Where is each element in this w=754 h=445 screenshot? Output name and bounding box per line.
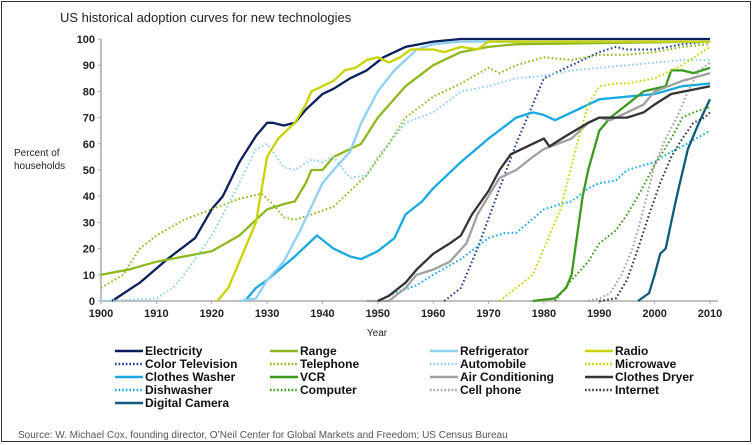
x-tick-label: 1940	[310, 308, 334, 320]
legend-label: Air Conditioning	[460, 370, 554, 384]
legend-item: Computer	[270, 383, 357, 397]
x-tick-label: 2000	[642, 308, 666, 320]
legend-item: Air Conditioning	[430, 370, 554, 384]
legend-label: Cell phone	[460, 383, 522, 397]
legend-label: Radio	[615, 344, 648, 358]
legend-item: Telephone	[270, 357, 359, 371]
legend-label: Internet	[615, 383, 659, 397]
series-line-dishwasher	[377, 129, 711, 302]
series-line-internet	[599, 111, 711, 302]
x-tick-label: 1980	[532, 308, 556, 320]
series-line-color-television	[443, 40, 711, 302]
legend-label: Dishwasher	[145, 383, 213, 397]
source-note: Source: W. Michael Cox, founding directo…	[18, 430, 508, 441]
series-line-radio	[216, 40, 710, 302]
legend-label: Refrigerator	[460, 344, 529, 358]
y-tick-label: 20	[83, 244, 95, 256]
legend-label: Electricity	[145, 344, 203, 358]
legend-item: Internet	[585, 383, 659, 397]
legend-item: Radio	[585, 344, 648, 358]
series-line-automobile	[100, 59, 710, 302]
chart-title: US historical adoption curves for new te…	[60, 10, 352, 25]
legend-item: Clothes Dryer	[585, 370, 694, 384]
series-line-air-conditioning	[366, 71, 711, 303]
series-line-clothes-washer	[244, 82, 711, 302]
x-tick-label: 1930	[255, 308, 279, 320]
legend-label: Clothes Washer	[145, 370, 236, 384]
y-tick-label: 70	[83, 113, 95, 125]
y-axis-label-line2: households	[14, 161, 65, 172]
legend-item: Refrigerator	[430, 344, 529, 358]
legend-label: Range	[300, 344, 337, 358]
x-tick-label: 1920	[199, 308, 223, 320]
x-tick-label: 1990	[587, 308, 611, 320]
x-tick-label: 1960	[421, 308, 445, 320]
x-tick-label: 1950	[366, 308, 390, 320]
legend-label: Computer	[300, 383, 357, 397]
series-line-electricity	[111, 37, 710, 302]
y-tick-label: 90	[83, 60, 95, 72]
x-tick-label: 2010	[698, 308, 722, 320]
y-tick-label: 50	[83, 165, 95, 177]
series-line-refrigerator	[239, 40, 710, 303]
series-line-digital-camera	[637, 98, 712, 302]
y-axis-label-line1: Percent of	[14, 148, 60, 159]
legend-label: Digital Camera	[145, 396, 229, 410]
legend-item: Dishwasher	[115, 383, 213, 397]
legend-item: VCR	[270, 370, 326, 384]
legend-label: Automobile	[460, 357, 526, 371]
legend-item: Electricity	[115, 344, 203, 358]
legend-label: VCR	[300, 370, 326, 384]
y-tick-label: 80	[83, 86, 95, 98]
y-tick-label: 40	[83, 191, 95, 203]
legend-label: Telephone	[300, 357, 359, 371]
legend-label: Clothes Dryer	[615, 370, 694, 384]
legend-item: Cell phone	[430, 383, 522, 397]
legend-item: Range	[270, 344, 337, 358]
x-tick-label: 1970	[476, 308, 500, 320]
legend-item: Microwave	[585, 357, 677, 371]
legend-label: Color Television	[145, 357, 237, 371]
y-tick-label: 100	[77, 34, 95, 46]
y-tick-label: 30	[83, 217, 95, 229]
series-line-cell-phone	[587, 61, 711, 302]
legend-item: Digital Camera	[115, 396, 229, 410]
series-line-computer	[554, 106, 711, 302]
legend-label: Microwave	[615, 357, 677, 371]
series-line-clothes-dryer	[377, 85, 711, 303]
legend-item: Automobile	[430, 357, 526, 371]
y-tick-label: 60	[83, 139, 95, 151]
y-tick-label: 0	[89, 296, 95, 308]
legend-item: Color Television	[115, 357, 237, 371]
x-tick-label: 1910	[144, 308, 168, 320]
x-axis-label: Year	[367, 328, 388, 339]
series-line-microwave	[498, 46, 711, 302]
series-line-telephone	[100, 43, 711, 289]
legend-item: Clothes Washer	[115, 370, 236, 384]
series-line-range	[100, 40, 711, 276]
x-tick-label: 1900	[89, 308, 113, 320]
y-tick-label: 10	[83, 270, 95, 282]
